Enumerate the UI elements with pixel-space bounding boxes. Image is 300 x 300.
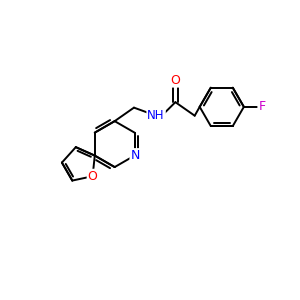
Text: F: F <box>259 100 266 113</box>
Text: N: N <box>130 149 140 162</box>
Text: O: O <box>170 74 180 87</box>
Text: O: O <box>88 170 98 183</box>
Text: NH: NH <box>147 109 165 122</box>
